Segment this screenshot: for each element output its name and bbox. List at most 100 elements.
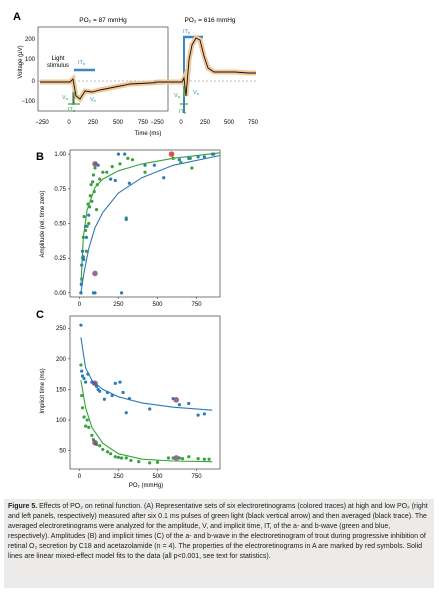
data-point bbox=[152, 163, 156, 167]
data-point bbox=[88, 194, 92, 198]
data-point bbox=[80, 369, 84, 373]
data-point bbox=[79, 282, 83, 287]
data-point bbox=[118, 380, 122, 384]
panel-a-right-ita-label: ITa bbox=[179, 109, 187, 115]
data-point bbox=[93, 166, 97, 170]
data-point bbox=[187, 156, 191, 160]
panel-b: B Amplitude (rel. time zero) 0.00 0.25 0.5… bbox=[36, 149, 221, 308]
panel-a-left-va-label: Va bbox=[62, 95, 69, 101]
data-point bbox=[85, 418, 89, 422]
highlight-point bbox=[92, 161, 98, 167]
y-tick-label: 200 bbox=[56, 357, 67, 363]
data-point bbox=[202, 155, 206, 159]
data-point bbox=[110, 393, 114, 398]
highlight-point bbox=[92, 439, 98, 446]
data-point bbox=[105, 170, 109, 174]
data-point bbox=[98, 177, 102, 181]
x-tick-label: 750 bbox=[192, 302, 203, 308]
data-point bbox=[129, 458, 133, 463]
data-point bbox=[98, 444, 102, 448]
x-tick-label: 750 bbox=[192, 474, 203, 480]
panel-a-ytick: 100 bbox=[25, 57, 36, 63]
data-point bbox=[143, 170, 147, 174]
fit-line bbox=[80, 380, 213, 463]
data-point bbox=[121, 390, 125, 395]
data-point bbox=[98, 389, 102, 393]
plot-frame bbox=[69, 315, 221, 470]
y-tick-label: 0.00 bbox=[54, 291, 66, 297]
data-point bbox=[148, 407, 152, 411]
y-tick-label: 50 bbox=[59, 449, 66, 455]
x-tick-label: 250 bbox=[113, 302, 124, 308]
data-point bbox=[162, 176, 166, 180]
y-tick-label: 0.25 bbox=[54, 256, 66, 262]
panel-a-right-trace-mean bbox=[156, 37, 256, 97]
panel-a-xtick: 250 bbox=[200, 120, 211, 126]
data-point bbox=[137, 460, 141, 464]
data-point bbox=[105, 390, 110, 395]
data-point bbox=[180, 456, 185, 461]
data-point bbox=[124, 411, 128, 415]
panel-a-right-va-label: Va bbox=[174, 93, 181, 99]
y-tick-label: 0.50 bbox=[54, 222, 66, 228]
data-point bbox=[196, 413, 200, 417]
panel-a-xtick: 500 bbox=[224, 120, 235, 126]
data-point bbox=[93, 291, 97, 295]
highlight-point bbox=[173, 455, 180, 461]
data-point bbox=[130, 158, 135, 162]
data-point bbox=[91, 173, 96, 177]
y-tick-label: 0.75 bbox=[54, 187, 66, 193]
data-point bbox=[84, 249, 89, 253]
data-point bbox=[79, 291, 83, 295]
panel-a-ytick: −100 bbox=[21, 99, 35, 105]
data-point bbox=[202, 457, 206, 461]
data-point bbox=[92, 190, 96, 194]
highlight-point bbox=[168, 151, 175, 157]
panel-a-xtick: 0 bbox=[179, 120, 183, 126]
panel-a-xtick: −250 bbox=[150, 120, 164, 126]
data-point bbox=[126, 156, 130, 160]
data-point bbox=[80, 263, 84, 267]
data-point bbox=[90, 433, 94, 437]
data-point bbox=[95, 183, 99, 187]
data-point bbox=[82, 376, 86, 381]
highlight-point bbox=[173, 397, 180, 403]
x-tick-label: 250 bbox=[113, 474, 124, 480]
panel-a-left-itb-label: ITb bbox=[78, 60, 86, 66]
panel-a-right-xticks: −250 0 250 500 750 bbox=[150, 120, 258, 126]
data-point bbox=[118, 162, 122, 166]
panel-a-left-title: PO₂ = 87 mmHg bbox=[79, 17, 127, 24]
data-point bbox=[101, 170, 105, 174]
x-tick-label: 500 bbox=[152, 302, 163, 308]
data-point bbox=[113, 178, 117, 183]
data-point bbox=[82, 257, 86, 262]
figure-caption-text: Effects of PO₂ on retinal function. (A) … bbox=[8, 503, 428, 560]
panel-a-left-frame bbox=[37, 26, 169, 112]
panel-a-xtick: 0 bbox=[67, 120, 71, 126]
panel-a-left-trace-mean bbox=[40, 78, 167, 100]
fit-line bbox=[80, 154, 221, 293]
data-point bbox=[89, 183, 93, 187]
fit-line bbox=[80, 337, 213, 411]
highlight-point bbox=[92, 380, 98, 387]
panel-a-right-plot: PO₂ = 616 mmHg ITb Va Vb ITa −250 0 250 … bbox=[150, 17, 258, 126]
data-point bbox=[84, 235, 89, 239]
data-point bbox=[166, 456, 171, 460]
data-point bbox=[110, 165, 114, 169]
data-point bbox=[207, 457, 211, 461]
figure-caption: Figure 5. Effects of PO₂ on retinal func… bbox=[8, 502, 430, 562]
data-point bbox=[105, 450, 110, 454]
panel-a-right-itb-label: ITb bbox=[183, 29, 191, 35]
data-point bbox=[212, 152, 216, 156]
data-point bbox=[81, 235, 85, 239]
data-point bbox=[90, 199, 94, 203]
panel-a: A Voltage (µV) PO₂ = 87 mmHg Light stimul… bbox=[13, 11, 259, 137]
data-point bbox=[177, 158, 181, 162]
data-point bbox=[87, 205, 92, 209]
panel-c-ylabel: Implicit time (ms) bbox=[40, 368, 46, 413]
data-point bbox=[80, 406, 85, 410]
data-point bbox=[171, 156, 175, 160]
data-point bbox=[87, 425, 91, 429]
data-point bbox=[113, 381, 117, 385]
